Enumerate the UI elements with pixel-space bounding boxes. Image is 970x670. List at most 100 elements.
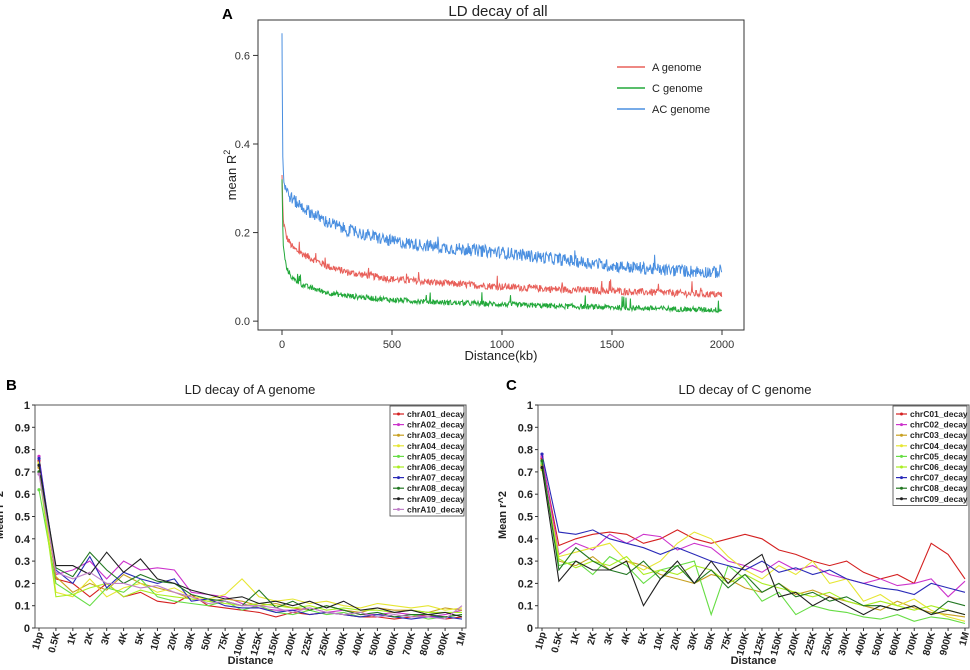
y-axis-label-sup-a: 2 bbox=[222, 150, 232, 155]
x-tick-label-c: 250K bbox=[820, 630, 837, 657]
y-tick-label-c: 1 bbox=[527, 400, 533, 412]
series-line-chrc02-decay bbox=[541, 456, 966, 598]
y-tick-label-c: 0.5 bbox=[518, 512, 533, 524]
legend-label-a: C genome bbox=[652, 83, 703, 95]
series-group-a bbox=[281, 33, 723, 314]
series-line-chrc04-decay bbox=[541, 467, 966, 622]
y-tick-label-b: 0.7 bbox=[15, 467, 30, 479]
x-tick-label-b: 600K bbox=[384, 630, 401, 657]
x-tick-label-b: 400K bbox=[351, 630, 368, 657]
x-tick-label-b: 5K bbox=[133, 630, 147, 646]
legend-label-b: chrA07_decay bbox=[407, 473, 465, 483]
series-line-chra04-decay bbox=[38, 462, 463, 611]
legend-marker-c bbox=[900, 465, 903, 469]
x-tick-label-b: 30K bbox=[183, 630, 199, 651]
series-marker-chra07-decay bbox=[37, 456, 41, 461]
x-tick-label-b: 20K bbox=[166, 630, 182, 651]
x-tick-label-c: 800K bbox=[921, 630, 938, 657]
x-tick-label-b: 1K bbox=[66, 630, 80, 646]
x-tick-label-c: 1bp bbox=[534, 631, 549, 651]
series-line-chrc06-decay bbox=[541, 469, 966, 616]
series-marker-chra05-decay bbox=[37, 488, 41, 492]
legend-label-c: chrC05_decay bbox=[910, 451, 968, 461]
legend-label-c: chrC04_decay bbox=[910, 441, 968, 451]
x-tick-label-b: 1M bbox=[455, 631, 469, 647]
series-line-c-genome bbox=[281, 179, 723, 314]
x-axis-label-a: Distance(kb) bbox=[465, 348, 538, 363]
legend-marker-b bbox=[397, 454, 400, 458]
legend-marker-c bbox=[900, 423, 903, 427]
y-tick-label-c: 0.4 bbox=[518, 534, 534, 546]
series-line-chrc05-decay bbox=[541, 462, 966, 625]
x-tick-label-b: 125K bbox=[249, 630, 266, 657]
legend-marker-c bbox=[900, 497, 903, 501]
y-tick-label-c: 0.9 bbox=[518, 422, 533, 434]
y-tick-label-a: 0.4 bbox=[235, 139, 250, 151]
series-line-chrc07-decay bbox=[541, 453, 966, 596]
x-tick-label-b: 1bp bbox=[31, 631, 46, 651]
x-tick-label-c: 700K bbox=[904, 630, 921, 657]
legend-label-c: chrC09_decay bbox=[910, 494, 968, 504]
y-tick-label-b: 0.1 bbox=[15, 601, 30, 613]
x-tick-label-c: 75K bbox=[720, 630, 736, 651]
plot-frame-a bbox=[257, 19, 745, 331]
x-tick-label-b: 4K bbox=[117, 630, 131, 646]
legend-label-a: AC genome bbox=[652, 104, 710, 116]
title-b: LD decay of A genome bbox=[185, 382, 316, 397]
x-tick-label-c: 900K bbox=[938, 630, 955, 657]
x-tick-label-b: 3K bbox=[100, 630, 114, 646]
x-tick-label-a: 0 bbox=[279, 339, 285, 351]
x-tick-label-b: 0.5K bbox=[47, 630, 63, 654]
x-tick-label-b: 10K bbox=[149, 630, 165, 651]
legend-label-b: chrA05_decay bbox=[407, 451, 465, 461]
legend-label-b: chrA06_decay bbox=[407, 462, 465, 472]
x-tick-label-c: 500K bbox=[870, 630, 887, 657]
legend-label-b: chrA08_decay bbox=[407, 483, 465, 493]
series-line-a-genome bbox=[281, 174, 723, 299]
x-tick-label-c: 100K bbox=[735, 630, 752, 657]
legend-marker-b bbox=[397, 444, 400, 448]
title-c: LD decay of C genome bbox=[679, 382, 812, 397]
legend-marker-b bbox=[397, 476, 400, 480]
y-tick-label-b: 0.6 bbox=[15, 489, 30, 501]
x-axis-label-c: Distance bbox=[731, 655, 777, 667]
x-tick-label-c: 125K bbox=[752, 630, 769, 657]
x-tick-label-b: 150K bbox=[266, 630, 283, 657]
panel-label-c: C bbox=[506, 377, 517, 394]
legend-label-a: A genome bbox=[652, 62, 702, 74]
legend-marker-c bbox=[900, 412, 903, 416]
y-tick-label-c: 0.7 bbox=[518, 467, 533, 479]
series-line-chrc09-decay bbox=[541, 467, 966, 616]
x-tick-label-c: 4K bbox=[620, 630, 634, 646]
x-tick-label-c: 30K bbox=[686, 630, 702, 651]
y-tick-label-b: 0.5 bbox=[15, 512, 30, 524]
x-tick-label-c: 1K bbox=[569, 630, 583, 646]
series-marker-chra02-decay bbox=[37, 454, 41, 458]
y-tick-label-c: 0.6 bbox=[518, 489, 533, 501]
legend-marker-b bbox=[397, 423, 400, 427]
legend-label-b: chrA01_decay bbox=[407, 409, 465, 419]
x-tick-label-b: 200K bbox=[283, 630, 300, 657]
series-line-chra09-decay bbox=[38, 465, 463, 618]
x-tick-label-c: 200K bbox=[786, 630, 803, 657]
y-tick-label-b: 0.2 bbox=[15, 578, 30, 590]
x-tick-label-b: 225K bbox=[300, 630, 317, 657]
series-marker-chra09-decay bbox=[37, 463, 41, 467]
x-tick-label-a: 500 bbox=[383, 339, 401, 351]
y-tick-label-b: 0.8 bbox=[15, 445, 30, 457]
series-line-chrc01-decay bbox=[541, 458, 966, 585]
legend-label-b: chrA09_decay bbox=[407, 494, 465, 504]
legend-label-c: chrC03_decay bbox=[910, 430, 968, 440]
series-marker-chrc09-decay bbox=[540, 465, 544, 470]
y-tick-label-c: 0.3 bbox=[518, 556, 533, 568]
y-axis-label-a: mean R2 bbox=[222, 150, 239, 201]
x-tick-label-c: 5K bbox=[636, 630, 650, 646]
legend-marker-c bbox=[900, 454, 903, 458]
x-tick-label-a: 2000 bbox=[710, 339, 734, 351]
legend-marker-b bbox=[397, 486, 400, 490]
series-line-chra10-decay bbox=[38, 474, 463, 620]
legend-marker-c bbox=[900, 444, 903, 448]
legend-marker-b bbox=[397, 465, 400, 469]
legend-label-b: chrA02_decay bbox=[407, 420, 465, 430]
y-tick-label-b: 0.3 bbox=[15, 556, 30, 568]
